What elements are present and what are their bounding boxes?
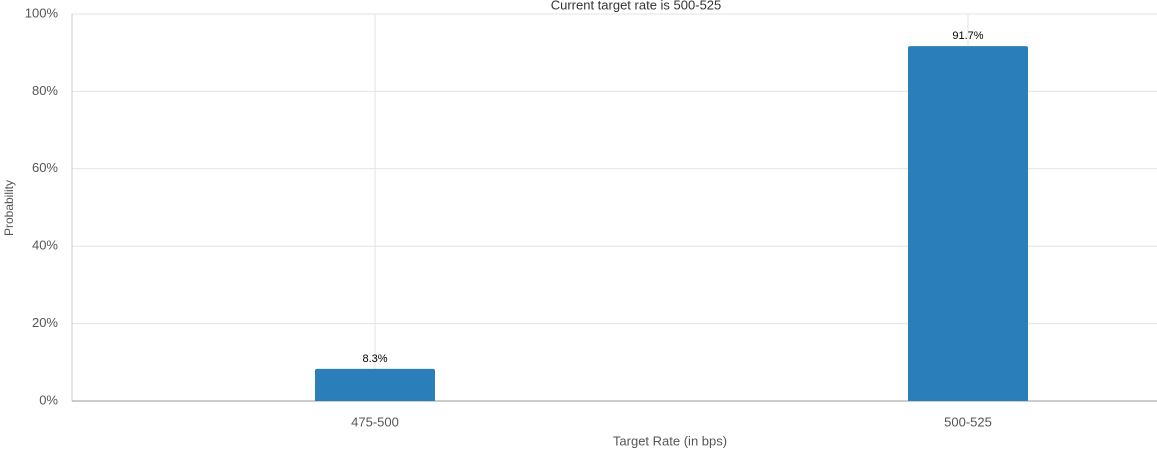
bar — [315, 368, 435, 401]
y-tick-label: 0% — [39, 392, 58, 407]
y-tick-label: 20% — [32, 315, 58, 330]
x-tick-label: 475-500 — [351, 414, 399, 429]
chart-title: Current target rate is 500-525 — [551, 0, 722, 12]
x-tick-label: 500-525 — [944, 414, 992, 429]
y-axis-label: Probability — [2, 180, 16, 236]
value-label: 8.3% — [362, 353, 387, 365]
x-axis-label: Target Rate (in bps) — [613, 433, 727, 448]
bar — [908, 46, 1028, 401]
y-tick-label: 60% — [32, 160, 58, 175]
y-tick-label: 80% — [32, 83, 58, 98]
y-tick-label: 40% — [32, 238, 58, 253]
value-label: 91.7% — [952, 30, 983, 42]
y-tick-label: 100% — [25, 5, 59, 20]
